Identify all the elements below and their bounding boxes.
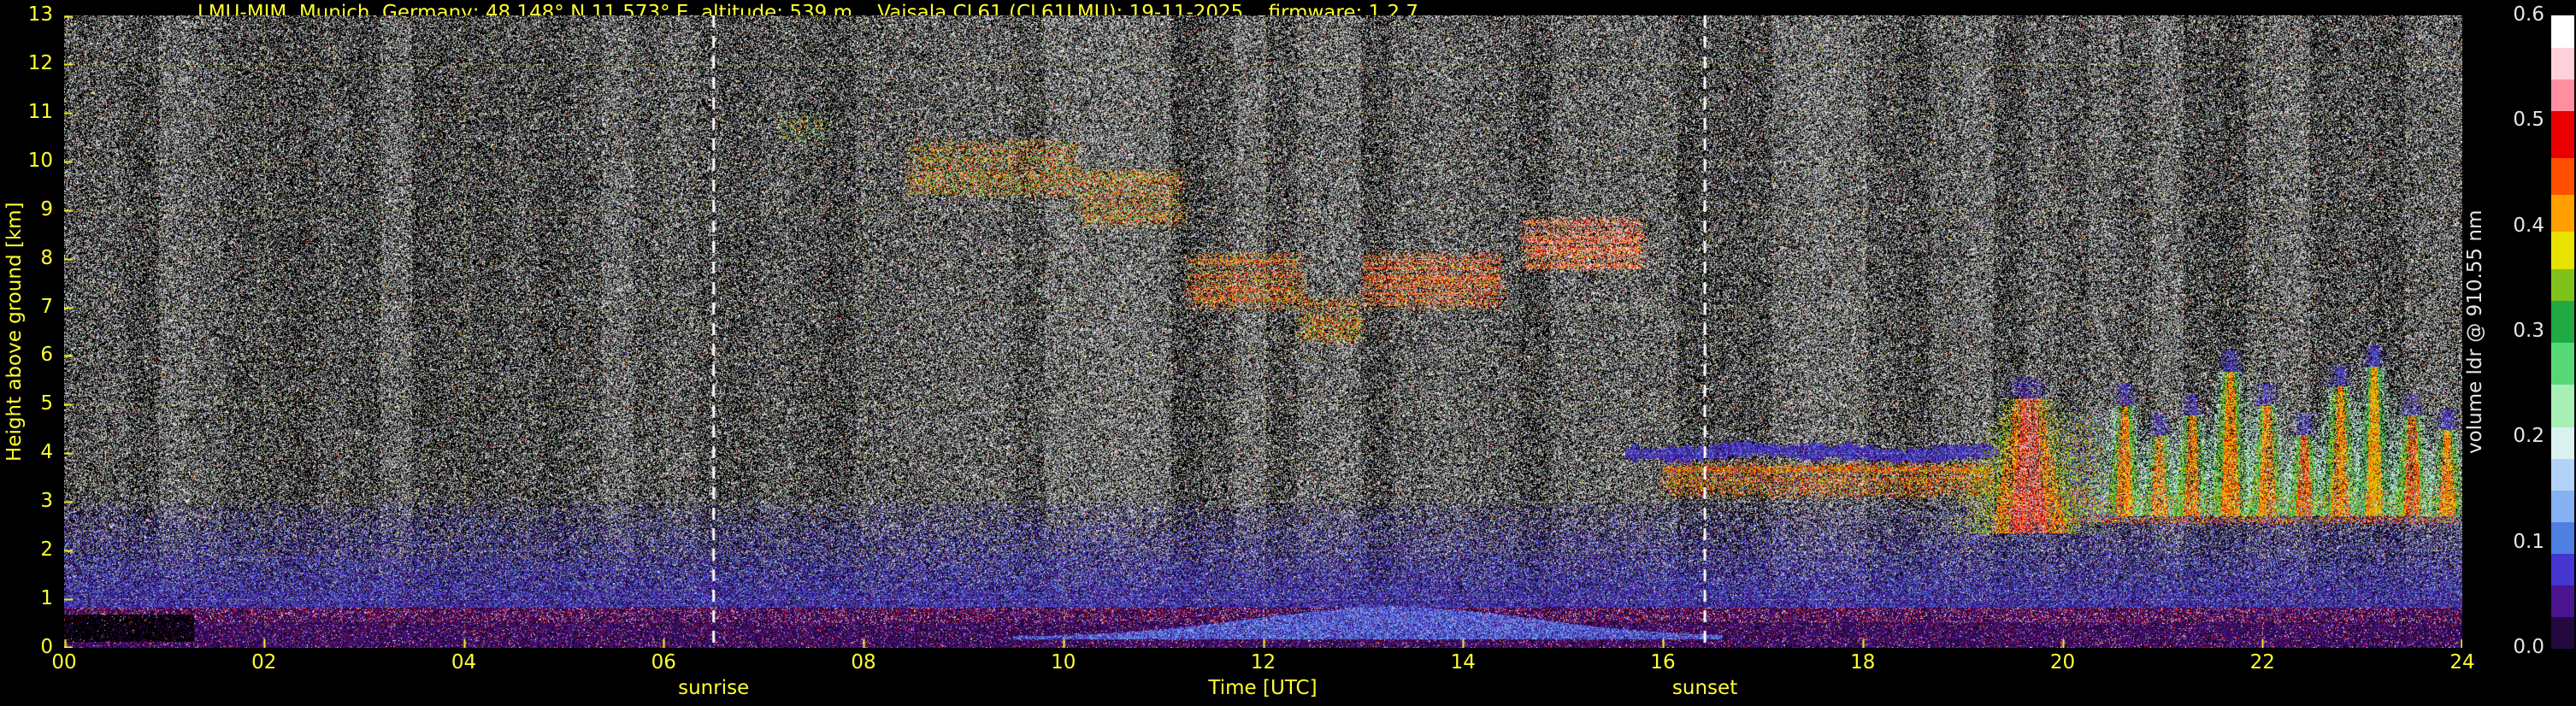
colorbar-label: volume ldr @ 910.55 nm	[2464, 209, 2486, 454]
y-tick-label: 13	[27, 3, 53, 26]
x-tick-label: 02	[251, 651, 277, 674]
y-tick-label: 5	[40, 392, 53, 415]
y-tick-label: 3	[40, 490, 53, 513]
colorbar-tick-label: 0.2	[2513, 425, 2544, 448]
colorbar-segment	[2551, 300, 2574, 343]
y-tick-label: 11	[27, 100, 53, 123]
colorbar-segment	[2551, 616, 2574, 649]
x-tick-label: 06	[651, 651, 676, 674]
x-tick-label: 12	[1250, 651, 1276, 674]
y-tick-label: 6	[40, 344, 53, 367]
colorbar-segment	[2551, 458, 2574, 491]
y-tick-label: 2	[40, 538, 53, 562]
y-tick-label: 4	[40, 441, 53, 464]
colorbar-tick-label: 0.5	[2513, 109, 2544, 132]
x-tick-label: 00	[51, 651, 77, 674]
colorbar-tick-label: 0.0	[2513, 636, 2544, 658]
colorbar	[2551, 15, 2574, 649]
x-tick-label: 20	[2049, 651, 2076, 674]
colorbar-segment	[2551, 194, 2574, 232]
colorbar-segment	[2551, 521, 2574, 554]
x-tick-label: 22	[2249, 651, 2275, 674]
x-tick-label: 16	[1650, 651, 1676, 674]
x-tick-label: 18	[1850, 651, 1876, 674]
y-tick-label: 0	[40, 636, 53, 658]
y-tick-label: 10	[27, 149, 53, 172]
colorbar-tick-label: 0.6	[2513, 3, 2544, 26]
colorbar-segment	[2551, 585, 2574, 617]
colorbar-segment	[2551, 384, 2574, 427]
y-tick-label: 7	[40, 295, 53, 318]
colorbar-segment	[2551, 342, 2574, 385]
colorbar-segment	[2551, 268, 2574, 301]
x-tick-label: 08	[851, 651, 876, 674]
x-tick-label: 10	[1051, 651, 1076, 674]
colorbar-segment	[2551, 490, 2574, 522]
y-tick-label: 1	[40, 587, 53, 610]
x-tick-label: 24	[2449, 651, 2475, 674]
colorbar-tick-label: 0.1	[2513, 530, 2544, 553]
x-tick-label: 04	[451, 651, 477, 674]
y-tick-label: 9	[40, 197, 53, 221]
y-tick-label: 12	[27, 51, 53, 74]
x-axis-label: Time [UTC]	[1208, 677, 1317, 699]
heatmap-canvas	[64, 15, 2462, 648]
colorbar-tick-label: 0.4	[2513, 214, 2544, 237]
annotation-label-sunrise: sunrise	[678, 677, 750, 699]
y-tick-label: 8	[40, 246, 53, 269]
colorbar-segment	[2551, 553, 2574, 585]
colorbar-segment	[2551, 15, 2574, 48]
colorbar-segment	[2551, 47, 2574, 79]
colorbar-segment	[2551, 157, 2574, 196]
colorbar-segment	[2551, 427, 2574, 459]
colorbar-tick-label: 0.3	[2513, 320, 2544, 342]
annotation-label-sunset: sunset	[1671, 677, 1738, 699]
x-tick-label: 14	[1450, 651, 1476, 674]
colorbar-segment	[2551, 231, 2574, 269]
colorbar-segment	[2551, 79, 2574, 111]
colorbar-segment	[2551, 110, 2574, 159]
